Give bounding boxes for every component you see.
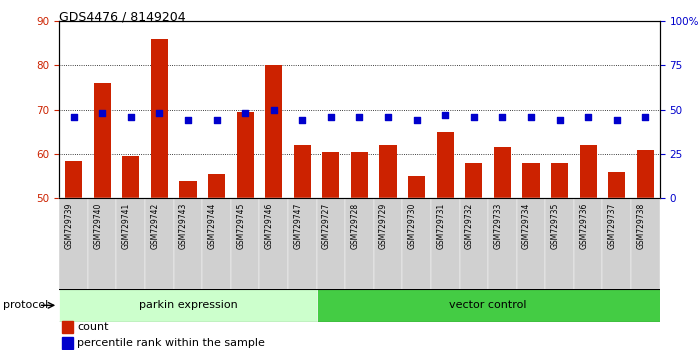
Bar <box>408 176 425 198</box>
Bar <box>237 112 253 198</box>
Text: GSM729739: GSM729739 <box>65 203 73 249</box>
Bar <box>208 174 225 198</box>
Bar <box>437 132 454 198</box>
Bar <box>151 39 168 198</box>
Bar <box>145 198 174 290</box>
Text: GSM729740: GSM729740 <box>94 203 102 249</box>
Point <box>325 114 336 120</box>
Point <box>497 114 508 120</box>
Bar <box>579 145 597 198</box>
Text: percentile rank within the sample: percentile rank within the sample <box>77 338 265 348</box>
Text: count: count <box>77 322 109 332</box>
Point <box>68 114 79 120</box>
Bar <box>265 65 282 198</box>
Bar <box>466 163 482 198</box>
Text: GSM729741: GSM729741 <box>121 203 131 249</box>
Point <box>554 118 565 123</box>
Bar <box>322 152 339 198</box>
Point <box>211 118 222 123</box>
Bar <box>459 198 488 290</box>
Text: GSM729735: GSM729735 <box>551 203 560 249</box>
Bar <box>522 163 540 198</box>
Point <box>268 107 279 113</box>
Point <box>297 118 308 123</box>
Bar <box>517 198 545 290</box>
Bar <box>231 198 260 290</box>
Text: GSM729730: GSM729730 <box>408 203 417 249</box>
Text: parkin expression: parkin expression <box>139 300 237 310</box>
Point <box>96 110 107 116</box>
Bar <box>202 198 231 290</box>
Bar <box>631 198 660 290</box>
Bar <box>65 161 82 198</box>
Bar <box>402 198 431 290</box>
Point <box>526 114 537 120</box>
Bar <box>59 289 317 322</box>
Point <box>239 110 251 116</box>
Bar <box>545 198 574 290</box>
Text: GSM729736: GSM729736 <box>579 203 588 249</box>
Bar <box>288 198 317 290</box>
Point <box>182 118 193 123</box>
Point <box>468 114 480 120</box>
Text: GSM729731: GSM729731 <box>436 203 445 249</box>
Bar <box>62 337 73 349</box>
Bar <box>117 198 145 290</box>
Text: protocol: protocol <box>3 300 49 310</box>
Text: GSM729745: GSM729745 <box>236 203 245 249</box>
Point <box>640 114 651 120</box>
Text: GSM729729: GSM729729 <box>379 203 388 249</box>
Bar <box>574 198 602 290</box>
Point <box>611 118 623 123</box>
Point <box>125 114 136 120</box>
Point <box>154 110 165 116</box>
Bar <box>317 198 346 290</box>
Bar <box>602 198 631 290</box>
Point <box>383 114 394 120</box>
Bar <box>317 289 660 322</box>
Bar <box>637 149 654 198</box>
Bar <box>294 145 311 198</box>
Text: GSM729737: GSM729737 <box>608 203 617 249</box>
Point <box>440 112 451 118</box>
Bar <box>174 198 202 290</box>
Text: GSM729744: GSM729744 <box>207 203 216 249</box>
Point <box>354 114 365 120</box>
Point <box>583 114 594 120</box>
Text: GSM729743: GSM729743 <box>179 203 188 249</box>
Bar <box>346 198 373 290</box>
Bar <box>260 198 288 290</box>
Bar <box>62 321 73 333</box>
Text: vector control: vector control <box>450 300 527 310</box>
Text: GSM729734: GSM729734 <box>522 203 531 249</box>
Bar <box>122 156 140 198</box>
Text: GSM729732: GSM729732 <box>465 203 474 249</box>
Bar <box>59 198 88 290</box>
Text: GSM729728: GSM729728 <box>350 203 359 249</box>
Text: GSM729746: GSM729746 <box>265 203 274 249</box>
Bar <box>351 152 368 198</box>
Text: GSM729727: GSM729727 <box>322 203 331 249</box>
Bar <box>551 163 568 198</box>
Bar <box>380 145 396 198</box>
Bar <box>373 198 402 290</box>
Bar <box>608 172 625 198</box>
Text: GSM729738: GSM729738 <box>637 203 646 249</box>
Bar <box>493 147 511 198</box>
Bar <box>179 181 197 198</box>
Bar <box>488 198 517 290</box>
Text: GSM729747: GSM729747 <box>293 203 302 249</box>
Bar <box>431 198 459 290</box>
Text: GSM729742: GSM729742 <box>150 203 159 249</box>
Point <box>411 118 422 123</box>
Bar <box>88 198 117 290</box>
Text: GSM729733: GSM729733 <box>493 203 503 249</box>
Text: GDS4476 / 8149204: GDS4476 / 8149204 <box>59 11 186 24</box>
Bar <box>94 83 111 198</box>
